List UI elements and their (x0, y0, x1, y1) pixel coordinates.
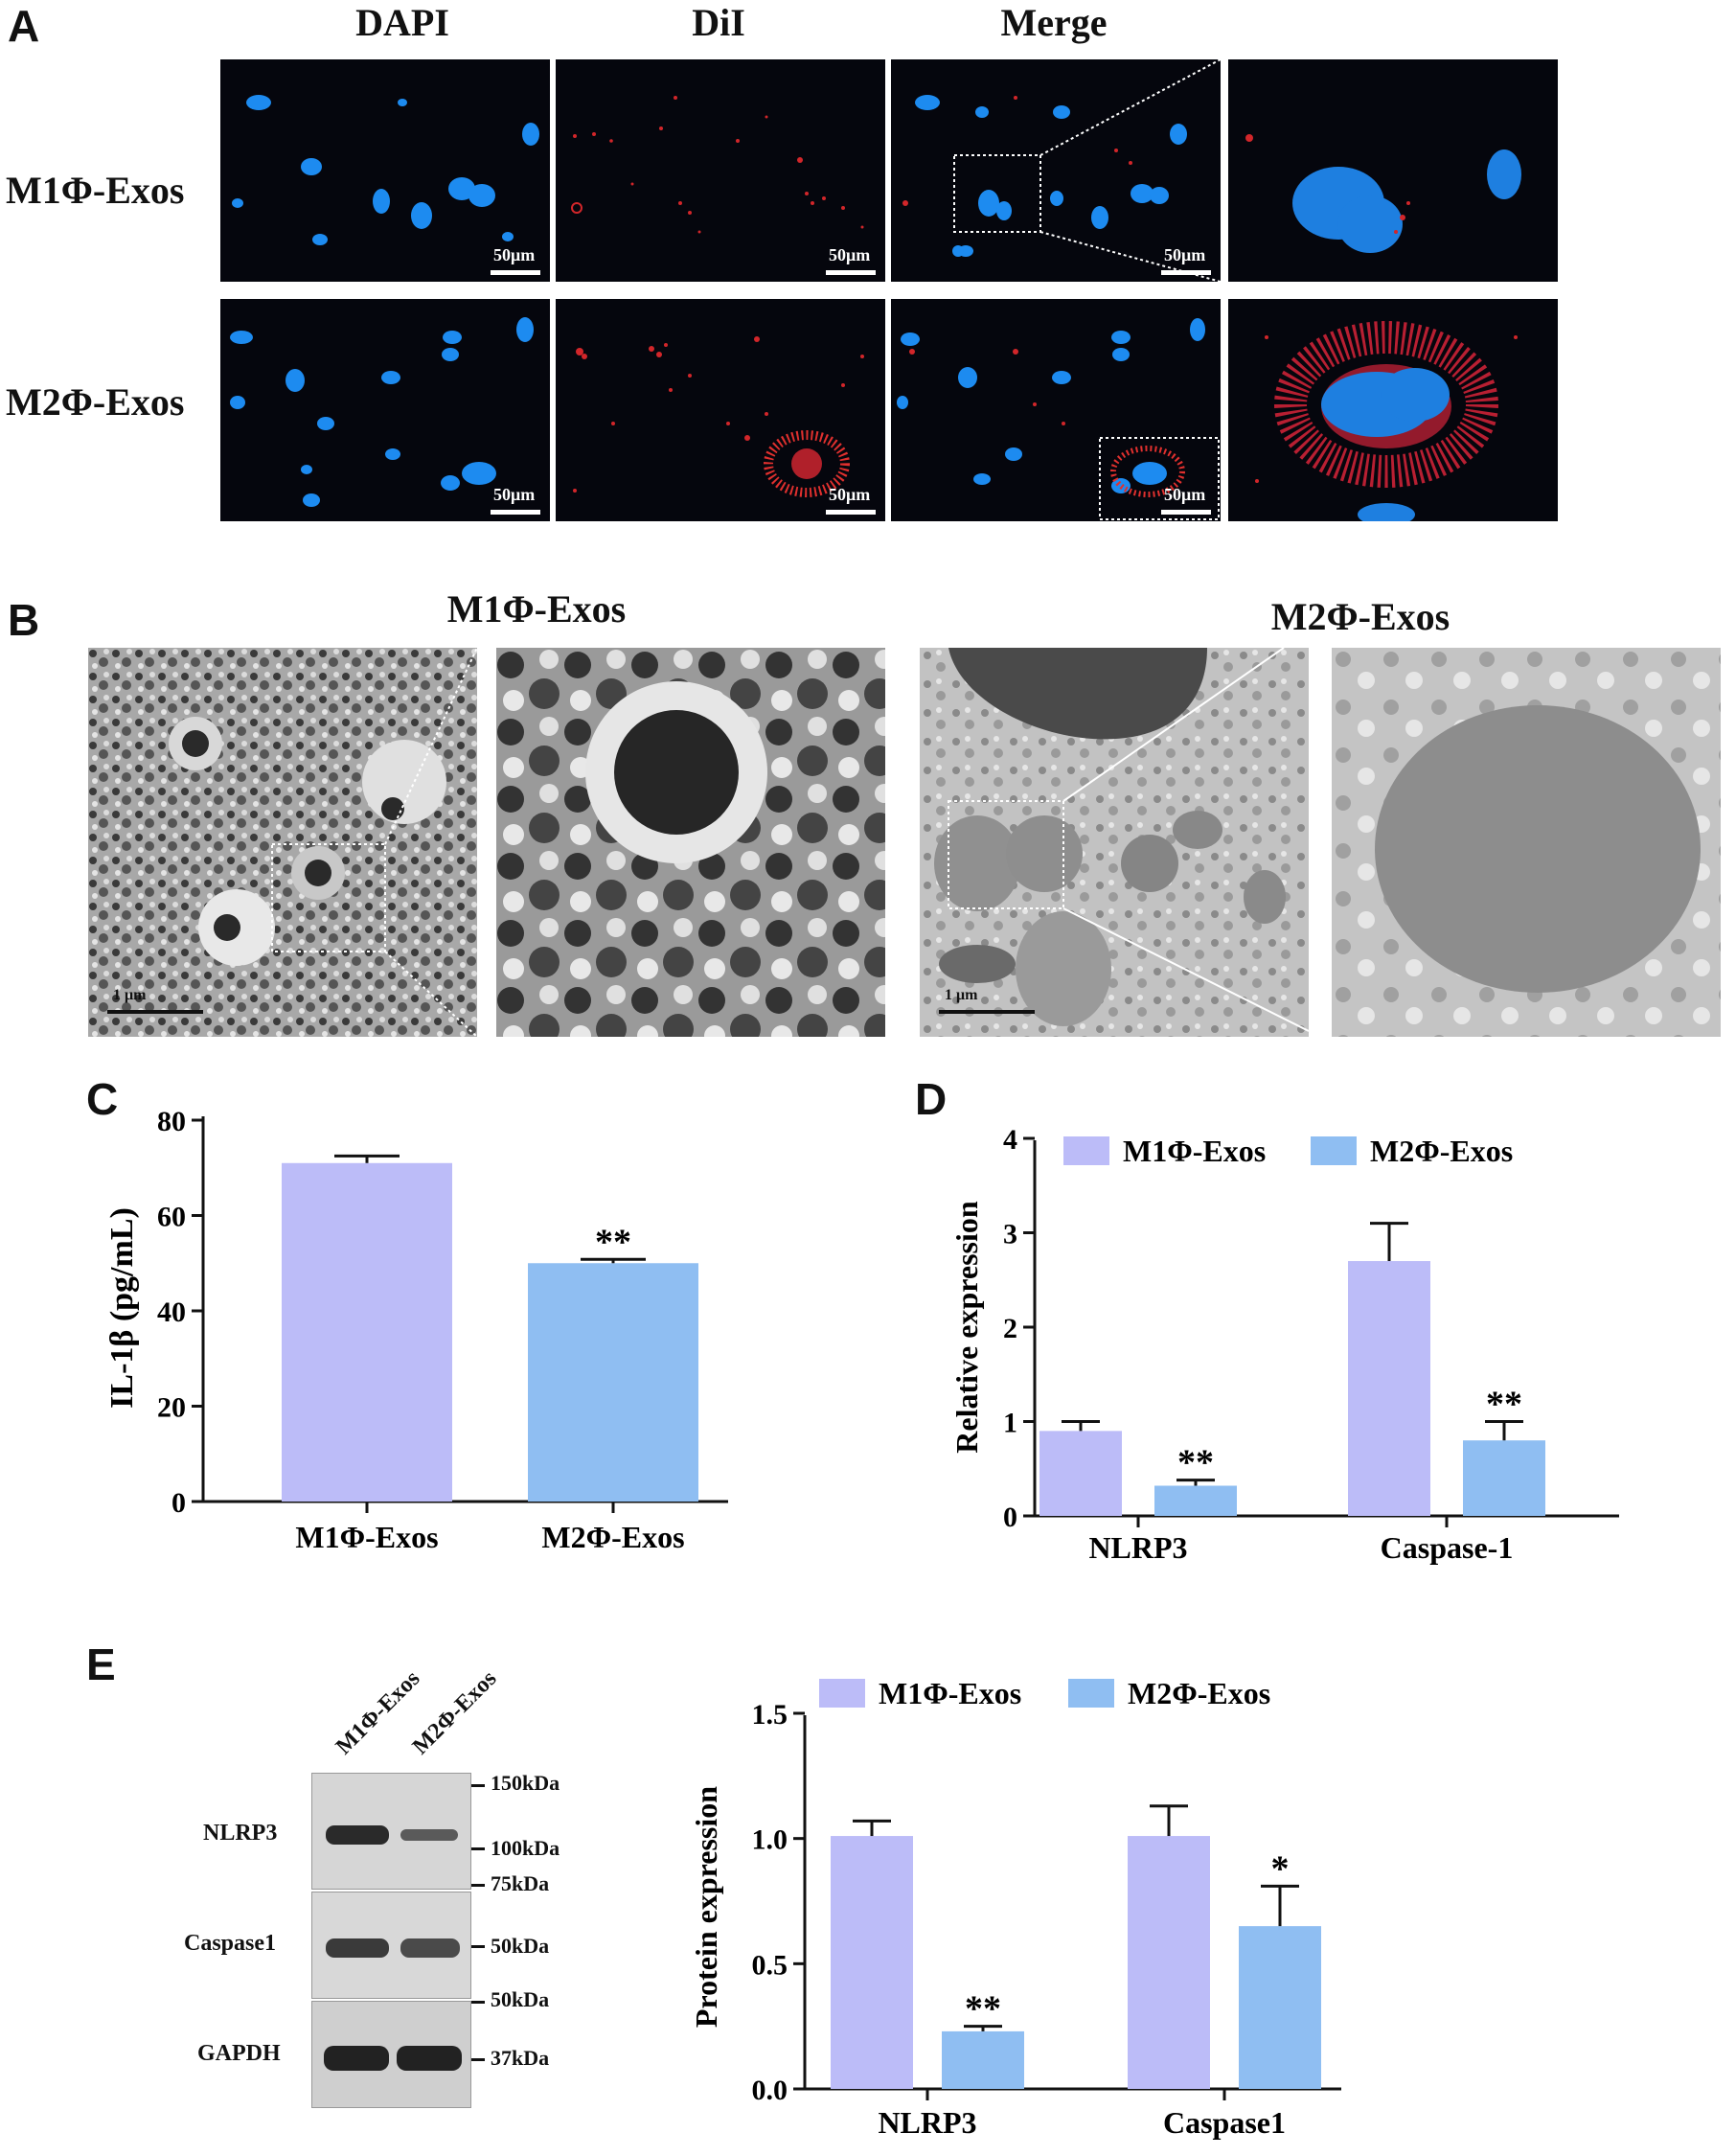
chart-e: 0.0 0.5 1.0 1.5 ** NLRP3 * Caspase1 M1Φ-Exos M2… (689, 1676, 1341, 2140)
legend-swatch (1311, 1136, 1357, 1165)
bar (831, 1836, 913, 2089)
tem-scale-label: 1 μm (113, 987, 147, 1003)
bar (1463, 1440, 1545, 1516)
panel-label-c: C (86, 1074, 119, 1124)
blot-strip-caspase1 (311, 1892, 471, 1999)
micrograph-m2-merge: 50μm (891, 299, 1221, 521)
blot-label-nlrp3: NLRP3 (203, 1821, 278, 1846)
x-tick-label: NLRP3 (878, 2105, 976, 2140)
y-tick-label: 0 (1003, 1502, 1017, 1533)
blot-strip-gapdh (311, 2001, 471, 2108)
legend-label: M2Φ-Exos (1370, 1134, 1513, 1168)
micrograph-m2-dil: 50μm (556, 299, 885, 521)
y-tick-label: 40 (157, 1296, 186, 1328)
significance-marker: ** (1177, 1443, 1214, 1483)
y-tick-label: 1.5 (752, 1699, 788, 1731)
significance-marker: ** (1486, 1385, 1522, 1425)
scale-label: 50μm (1164, 245, 1206, 264)
row-label-m2: M2Φ-Exos (6, 380, 185, 424)
y-axis-label: IL-1β (pg/mL) (104, 1207, 140, 1409)
significance-marker: ** (965, 1989, 1001, 2030)
legend-swatch (819, 1679, 865, 1708)
x-tick-label: Caspase1 (1163, 2105, 1286, 2140)
y-tick-label: 0.0 (752, 2075, 788, 2106)
mw-marker: 150kDa (491, 1771, 560, 1795)
column-header-dapi: DAPI (355, 1, 449, 44)
panel-label-d: D (915, 1074, 948, 1124)
tem-image-m1: 1 μm (88, 648, 477, 1037)
chart-d: 0 1 2 3 4 ** NLRP3 ** Caspase-1 M1Φ-Exos M2Φ-Exo… (949, 1124, 1619, 1565)
y-tick-label: 4 (1003, 1124, 1017, 1156)
tem-scale-label: 1 μm (945, 987, 978, 1003)
micrograph-m1-dil: 50μm (556, 59, 885, 282)
tem-zoom-m2 (1332, 648, 1721, 1037)
y-tick-label: 20 (157, 1392, 186, 1424)
tem-header-m1: M1Φ-Exos (446, 587, 627, 631)
micrograph-m1-merge: 50μm (891, 59, 1221, 282)
chart-c: 0 20 40 60 80 M1Φ-Exos ** M2Φ-Exos IL-1β (pg/m… (104, 1106, 728, 1554)
mw-marker: 100kDa (491, 1836, 560, 1860)
blot-label-gapdh: GAPDH (197, 2041, 281, 2066)
tem-header-m2: M2Φ-Exos (1270, 595, 1450, 638)
bar (528, 1263, 698, 1502)
bar (1154, 1485, 1237, 1516)
y-tick-label: 0.5 (752, 1949, 788, 1981)
blot-strip-nlrp3 (311, 1773, 471, 1890)
mw-marker: 50kDa (491, 1934, 550, 1958)
significance-marker: * (1271, 1848, 1290, 1889)
micrograph-m2-dapi: 50μm (220, 299, 550, 521)
scale-label: 50μm (493, 485, 536, 504)
micrograph-m1-dapi: 50μm (220, 59, 550, 282)
bar (1039, 1431, 1122, 1516)
y-tick-label: 2 (1003, 1313, 1017, 1344)
scale-label: 50μm (1164, 485, 1206, 504)
row-label-m1: M1Φ-Exos (6, 169, 185, 212)
tem-image-m2: 1 μm (920, 648, 1309, 1037)
tem-zoom-m1 (496, 648, 885, 1037)
bar (1239, 1926, 1321, 2089)
mw-marker: 75kDa (491, 1871, 550, 1895)
legend-label: M1Φ-Exos (879, 1676, 1021, 1710)
bar (1128, 1836, 1210, 2089)
panel-label-b: B (8, 595, 40, 645)
mw-marker: 37kDa (491, 2046, 550, 2070)
x-tick-label: NLRP3 (1088, 1530, 1187, 1565)
y-tick-label: 60 (157, 1202, 186, 1233)
legend-swatch (1068, 1679, 1114, 1708)
panel-label-e: E (86, 1640, 116, 1689)
scale-label: 50μm (829, 245, 871, 264)
y-axis-label: Relative expression (949, 1201, 984, 1454)
y-tick-label: 80 (157, 1106, 186, 1137)
legend-swatch (1063, 1136, 1109, 1165)
y-tick-label: 0 (171, 1487, 186, 1519)
panel-label-a: A (8, 1, 40, 51)
scale-label: 50μm (493, 245, 536, 264)
y-tick-label: 3 (1003, 1219, 1017, 1250)
scale-label: 50μm (829, 485, 871, 504)
x-tick-label: M2Φ-Exos (541, 1520, 684, 1554)
column-header-dil: DiI (692, 1, 745, 44)
y-axis-label: Protein expression (689, 1786, 723, 2028)
legend-label: M1Φ-Exos (1123, 1134, 1266, 1168)
blot-label-caspase1: Caspase1 (184, 1931, 277, 1956)
bar (282, 1162, 452, 1502)
significance-marker: ** (595, 1222, 631, 1262)
mw-marker: 50kDa (491, 1987, 550, 2011)
y-tick-label: 1 (1003, 1408, 1017, 1439)
legend-label: M2Φ-Exos (1128, 1676, 1270, 1710)
bar (942, 2030, 1024, 2089)
x-tick-label: M1Φ-Exos (295, 1520, 438, 1554)
micrograph-m2-zoom (1228, 299, 1558, 521)
bar (1348, 1261, 1430, 1516)
y-tick-label: 1.0 (752, 1824, 788, 1856)
column-header-merge: Merge (1000, 1, 1108, 44)
x-tick-label: Caspase-1 (1381, 1530, 1514, 1565)
micrograph-m1-zoom (1228, 59, 1558, 282)
